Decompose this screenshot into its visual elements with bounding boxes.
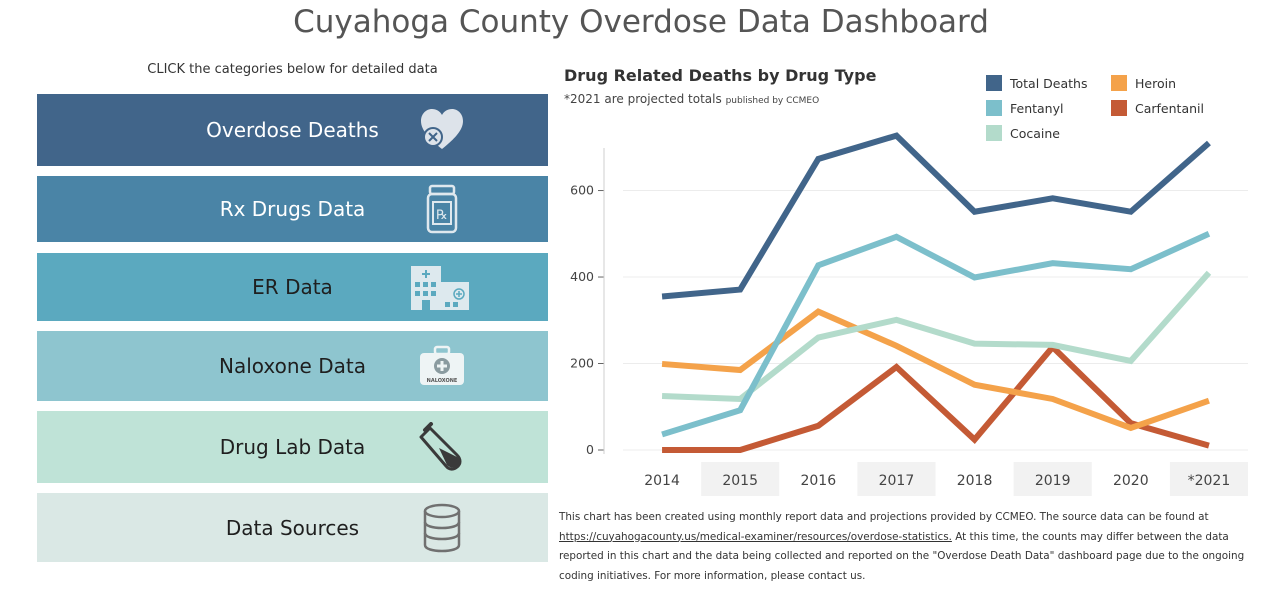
legend-label-carfentanil: Carfentanil	[1135, 100, 1204, 116]
overdose-deaths-label: Overdose Deaths	[206, 118, 379, 142]
data-sources-button[interactable]: Data Sources	[37, 493, 548, 562]
series-line-heroin	[661, 308, 1210, 432]
legend-carfentanil[interactable]: Carfentanil	[1111, 100, 1204, 116]
legend-swatch-fentanyl	[986, 100, 1002, 116]
series-line-fentanyl	[661, 231, 1211, 438]
database-icon	[417, 503, 467, 553]
data-sources-label: Data Sources	[225, 515, 360, 540]
legend-cocaine[interactable]: Cocaine	[986, 125, 1060, 141]
x-band-5	[1013, 462, 1092, 496]
x-tick-label-2021: *2021	[1188, 473, 1231, 489]
x-tick-label-2020: 2020	[1113, 473, 1149, 489]
source-link[interactable]: https://cuyahogacounty.us/medical-examin…	[559, 530, 952, 543]
svg-text:℞: ℞	[436, 208, 448, 223]
chart-subtitle: *2021 are projected totals published by …	[564, 92, 819, 106]
x-tick-label-2015: 2015	[722, 473, 758, 489]
chart-subtitle-main: *2021 are projected totals	[564, 92, 722, 106]
y-tick-label-600: 600	[570, 183, 594, 198]
footnote-line1: This chart has been created using monthl…	[559, 511, 1209, 523]
x-band-7	[1169, 462, 1248, 496]
instruction-text: CLICK the categories below for detailed …	[147, 62, 438, 77]
naloxone-icon-text: NALOXONE	[427, 378, 458, 384]
y-tick-label-200: 200	[570, 356, 594, 371]
x-tick-label-2016: 2016	[800, 473, 836, 489]
hospital-icon	[409, 262, 471, 312]
footnote-line2: At this time, the counts may differ betw…	[951, 530, 1229, 543]
series-line-carfentanil	[662, 342, 1210, 453]
heart-x-icon	[417, 105, 467, 155]
page-title: Cuyahoga County Overdose Data Dashboard	[293, 4, 989, 40]
x-tick-label-2019: 2019	[1035, 473, 1071, 489]
legend-swatch-total-deaths	[986, 75, 1002, 91]
footnote-line4: coding initiatives. For more information…	[559, 569, 866, 582]
overdose-deaths-button[interactable]: Overdose Deaths	[37, 94, 548, 166]
drug-lab-data-button[interactable]: Drug Lab Data	[37, 411, 548, 483]
x-band-3	[857, 462, 936, 496]
pill-bottle-icon: ℞	[417, 184, 467, 234]
er-data-button[interactable]: ER Data	[37, 253, 548, 321]
y-tick-label-400: 400	[570, 269, 594, 284]
legend-swatch-carfentanil	[1111, 100, 1127, 116]
naloxone-data-label: Naloxone Data	[219, 354, 366, 378]
er-data-label: ER Data	[252, 275, 333, 299]
legend-label-heroin: Heroin	[1135, 75, 1176, 91]
footnote-line3: reported in this chart and the data bein…	[559, 550, 1245, 562]
legend-label-fentanyl: Fentanyl	[1010, 100, 1064, 116]
chart-subtitle-source: published by CCMEO	[725, 96, 820, 106]
x-band-1	[701, 462, 780, 496]
rx-drugs-data-label: Rx Drugs Data	[219, 197, 366, 221]
naloxone-data-button[interactable]: Naloxone Data NALOXONE	[37, 331, 548, 401]
legend-swatch-heroin	[1111, 75, 1127, 91]
drug-lab-data-label: Drug Lab Data	[219, 435, 366, 459]
legend-total-deaths[interactable]: Total Deaths	[986, 75, 1087, 91]
test-tube-icon	[417, 422, 467, 472]
legend-heroin[interactable]: Heroin	[1111, 75, 1176, 91]
rx-drugs-data-button[interactable]: Rx Drugs Data ℞	[37, 176, 548, 242]
x-tick-label-2014: 2014	[644, 473, 680, 489]
y-tick-label-0: 0	[586, 442, 594, 457]
legend-fentanyl[interactable]: Fentanyl	[986, 100, 1063, 116]
series-line-total-deaths	[661, 132, 1211, 300]
legend-label-total-deaths: Total Deaths	[1010, 75, 1088, 91]
line-chart[interactable]: 0 200 400 600 2014 2015 2016 2017 2018 2019 2020 *2…	[560, 120, 1260, 500]
chart-footnote: This chart has been created using monthl…	[559, 508, 1259, 586]
series-line-cocaine	[661, 270, 1212, 403]
chart-title: Drug Related Deaths by Drug Type	[564, 66, 877, 85]
legend-label-cocaine: Cocaine	[1010, 125, 1060, 141]
x-tick-label-2017: 2017	[879, 473, 915, 489]
x-tick-label-2018: 2018	[957, 473, 993, 489]
naloxone-kit-icon: NALOXONE	[417, 341, 467, 391]
legend-swatch-cocaine	[986, 125, 1002, 141]
